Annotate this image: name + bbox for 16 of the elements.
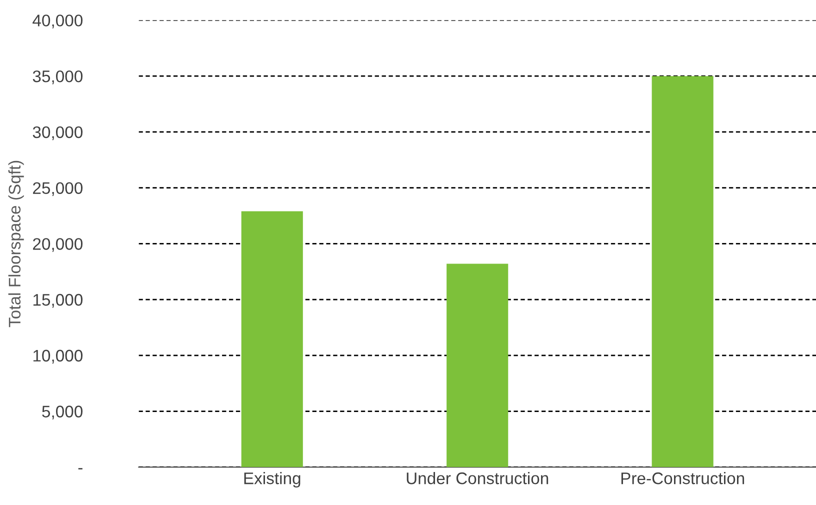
y-axis-title: Total Floorspace (Sqft)	[8, 160, 24, 328]
x-tick-label: Under Construction	[406, 472, 548, 484]
x-tick-label: Pre-Construction	[621, 472, 744, 484]
bar	[652, 76, 714, 468]
y-tick-label: 40,000	[32, 14, 83, 28]
y-tick-label: 15,000	[33, 294, 83, 308]
y-tick-label: 5,000	[42, 406, 83, 420]
y-tick-label: 30,000	[32, 126, 83, 140]
y-tick-label: 25,000	[33, 182, 83, 196]
bar	[241, 211, 303, 468]
bar	[446, 264, 508, 468]
x-tick-label: Existing	[244, 472, 300, 488]
y-tick-label: 10,000	[33, 350, 83, 364]
y-tick-label: 20,000	[33, 238, 83, 252]
y-tick-label: 35,000	[32, 70, 83, 84]
y-tick-label: -	[78, 468, 82, 470]
